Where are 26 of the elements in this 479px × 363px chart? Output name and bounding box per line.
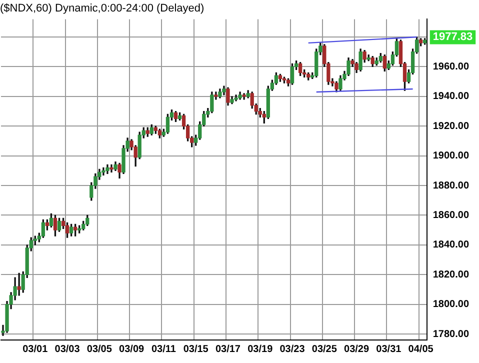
- y-tick-label: 1900.00: [432, 150, 470, 162]
- y-tick-label: 1840.00: [432, 240, 470, 251]
- x-tick-label: 03/31: [376, 344, 402, 355]
- x-tick-label: 03/05: [86, 344, 112, 355]
- x-tick-label: 03/19: [248, 344, 274, 355]
- x-tick-label: 03/17: [215, 344, 241, 355]
- y-tick-label: 1860.00: [432, 210, 470, 221]
- y-tick-label: 1800.00: [432, 299, 470, 310]
- y-tick-label: 1960.00: [432, 61, 470, 72]
- candlestick: [17, 272, 21, 296]
- x-tick-label: 03/09: [119, 344, 145, 355]
- y-tick-label: 1780.00: [432, 328, 470, 340]
- y-tick-label: 1940.00: [432, 91, 470, 102]
- y-tick-label: 1880.00: [432, 180, 470, 192]
- x-tick-label: 04/05: [408, 344, 434, 355]
- x-tick-label: 03/01: [22, 344, 48, 355]
- x-tick-label: 03/15: [183, 344, 209, 355]
- y-tick-label: 1920.00: [432, 120, 470, 132]
- text: 1977.83: [432, 31, 473, 44]
- x-tick-label: 03/03: [54, 344, 80, 355]
- x-tick-label: 03/23: [280, 344, 306, 355]
- x-tick-label: 03/25: [312, 344, 338, 355]
- chart-title: ($NDX,60) Dynamic,0:00-24:00 (Delayed): [0, 2, 204, 15]
- x-tick-label: 03/11: [151, 344, 176, 355]
- y-tick-label: 1820.00: [432, 269, 470, 280]
- x-tick-label: 03/29: [344, 344, 370, 355]
